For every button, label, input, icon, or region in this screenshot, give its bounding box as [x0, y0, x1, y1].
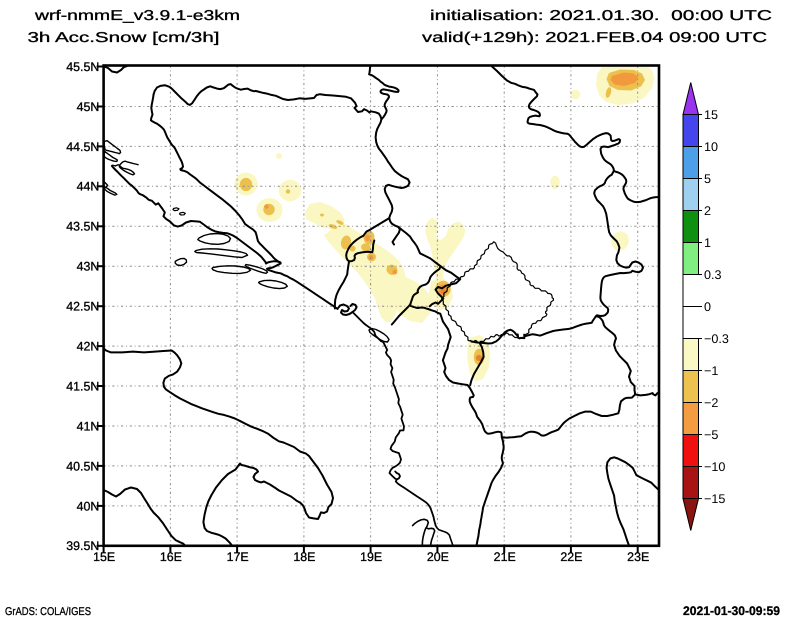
- svg-text:5: 5: [704, 172, 711, 186]
- svg-text:wrf-nmmE_v3.9.1-e3km: wrf-nmmE_v3.9.1-e3km: [34, 8, 240, 24]
- svg-text:44N: 44N: [77, 180, 100, 194]
- svg-text:18E: 18E: [293, 550, 315, 564]
- svg-text:45N: 45N: [77, 100, 100, 114]
- svg-text:initialisation: 2021.01.30. 0: initialisation: 2021.01.30. 00:00 UTC: [430, 8, 772, 24]
- svg-text:valid(+129h): 2021.FEB.04 09:0: valid(+129h): 2021.FEB.04 09:00 UTC: [422, 30, 767, 46]
- svg-text:40N: 40N: [77, 499, 100, 513]
- svg-text:10: 10: [704, 140, 718, 154]
- svg-text:−15: −15: [704, 492, 725, 506]
- svg-text:0: 0: [704, 300, 711, 314]
- svg-text:41N: 41N: [77, 419, 100, 433]
- svg-text:15E: 15E: [93, 550, 115, 564]
- svg-text:−5: −5: [704, 428, 718, 442]
- svg-text:2021-01-30-09:59: 2021-01-30-09:59: [683, 604, 780, 618]
- svg-text:45.5N: 45.5N: [66, 60, 99, 74]
- svg-text:GrADS: COLA/IGES: GrADS: COLA/IGES: [5, 606, 91, 618]
- svg-text:1: 1: [704, 236, 711, 250]
- svg-text:2: 2: [704, 204, 711, 218]
- svg-text:3h Acc.Snow [cm/3h]: 3h Acc.Snow [cm/3h]: [28, 30, 220, 46]
- svg-text:42.5N: 42.5N: [66, 300, 99, 314]
- svg-text:43.5N: 43.5N: [66, 220, 99, 234]
- svg-text:−1: −1: [704, 364, 718, 378]
- svg-text:−10: −10: [704, 460, 725, 474]
- svg-text:−2: −2: [704, 396, 718, 410]
- svg-text:19E: 19E: [360, 550, 382, 564]
- svg-text:17E: 17E: [227, 550, 249, 564]
- svg-text:42N: 42N: [77, 340, 100, 354]
- svg-text:41.5N: 41.5N: [66, 379, 99, 393]
- svg-text:0.3: 0.3: [704, 268, 722, 282]
- svg-text:15: 15: [704, 108, 718, 122]
- svg-text:16E: 16E: [160, 550, 182, 564]
- svg-text:40.5N: 40.5N: [66, 459, 99, 473]
- svg-text:21E: 21E: [494, 550, 516, 564]
- svg-text:−0.3: −0.3: [704, 332, 729, 346]
- svg-text:39.5N: 39.5N: [66, 539, 99, 553]
- svg-text:43N: 43N: [77, 260, 100, 274]
- svg-text:23E: 23E: [627, 550, 649, 564]
- svg-text:44.5N: 44.5N: [66, 140, 99, 154]
- svg-text:20E: 20E: [427, 550, 449, 564]
- svg-text:22E: 22E: [560, 550, 582, 564]
